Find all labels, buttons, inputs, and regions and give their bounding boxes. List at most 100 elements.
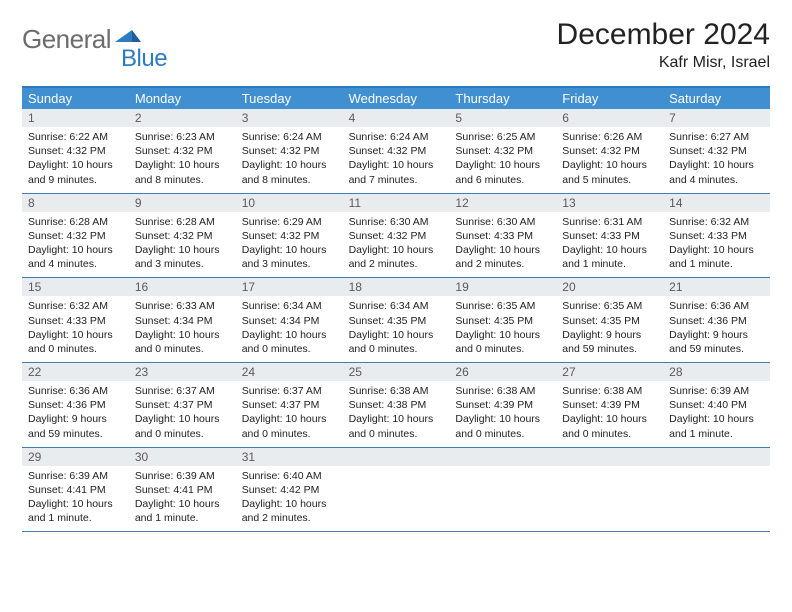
daylight-text: Daylight: 10 hours and 0 minutes. [242,412,337,440]
sunrise-text: Sunrise: 6:34 AM [242,299,337,313]
sunrise-text: Sunrise: 6:38 AM [562,384,657,398]
sunset-text: Sunset: 4:32 PM [28,144,123,158]
dow-wed: Wednesday [343,88,450,109]
dow-sun: Sunday [22,88,129,109]
daylight-text: Daylight: 10 hours and 3 minutes. [135,243,230,271]
sunset-text: Sunset: 4:33 PM [455,229,550,243]
day-number: 14 [663,194,770,212]
daylight-text: Daylight: 10 hours and 9 minutes. [28,158,123,186]
day-cell: 10Sunrise: 6:29 AMSunset: 4:32 PMDayligh… [236,194,343,278]
daylight-text: Daylight: 10 hours and 1 minute. [135,497,230,525]
daylight-text: Daylight: 10 hours and 0 minutes. [562,412,657,440]
sunset-text: Sunset: 4:34 PM [242,314,337,328]
sunrise-text: Sunrise: 6:35 AM [455,299,550,313]
day-number: 11 [343,194,450,212]
weeks-container: 1Sunrise: 6:22 AMSunset: 4:32 PMDaylight… [22,109,770,532]
day-number: 10 [236,194,343,212]
daylight-text: Daylight: 10 hours and 0 minutes. [135,412,230,440]
day-body: Sunrise: 6:38 AMSunset: 4:38 PMDaylight:… [343,381,450,447]
daylight-text: Daylight: 10 hours and 0 minutes. [135,328,230,356]
sunrise-text: Sunrise: 6:22 AM [28,130,123,144]
sunrise-text: Sunrise: 6:33 AM [135,299,230,313]
header: General Blue December 2024 Kafr Misr, Is… [22,18,770,72]
day-body: Sunrise: 6:26 AMSunset: 4:32 PMDaylight:… [556,127,663,193]
logo-text-blue: Blue [121,45,167,73]
sunrise-text: Sunrise: 6:27 AM [669,130,764,144]
day-number: 18 [343,278,450,296]
day-body: Sunrise: 6:30 AMSunset: 4:33 PMDaylight:… [449,212,556,278]
day-cell: 9Sunrise: 6:28 AMSunset: 4:32 PMDaylight… [129,194,236,278]
day-body: Sunrise: 6:39 AMSunset: 4:41 PMDaylight:… [22,466,129,532]
sunset-text: Sunset: 4:32 PM [455,144,550,158]
day-number: 12 [449,194,556,212]
day-cell: 23Sunrise: 6:37 AMSunset: 4:37 PMDayligh… [129,363,236,447]
day-number: 6 [556,109,663,127]
daylight-text: Daylight: 10 hours and 0 minutes. [242,328,337,356]
sunset-text: Sunset: 4:35 PM [562,314,657,328]
day-cell: 3Sunrise: 6:24 AMSunset: 4:32 PMDaylight… [236,109,343,193]
day-cell: 1Sunrise: 6:22 AMSunset: 4:32 PMDaylight… [22,109,129,193]
day-cell: . [343,448,450,532]
day-body: Sunrise: 6:34 AMSunset: 4:35 PMDaylight:… [343,296,450,362]
day-body: Sunrise: 6:38 AMSunset: 4:39 PMDaylight:… [449,381,556,447]
daylight-text: Daylight: 10 hours and 7 minutes. [349,158,444,186]
sunset-text: Sunset: 4:33 PM [669,229,764,243]
sunset-text: Sunset: 4:38 PM [349,398,444,412]
daylight-text: Daylight: 9 hours and 59 minutes. [562,328,657,356]
day-cell: 17Sunrise: 6:34 AMSunset: 4:34 PMDayligh… [236,278,343,362]
day-body: Sunrise: 6:37 AMSunset: 4:37 PMDaylight:… [129,381,236,447]
sunrise-text: Sunrise: 6:39 AM [135,469,230,483]
week-row: 15Sunrise: 6:32 AMSunset: 4:33 PMDayligh… [22,278,770,363]
daylight-text: Daylight: 10 hours and 1 minute. [28,497,123,525]
sunset-text: Sunset: 4:35 PM [349,314,444,328]
sunrise-text: Sunrise: 6:29 AM [242,215,337,229]
sunrise-text: Sunrise: 6:37 AM [135,384,230,398]
sunrise-text: Sunrise: 6:36 AM [669,299,764,313]
day-body: Sunrise: 6:35 AMSunset: 4:35 PMDaylight:… [556,296,663,362]
sunset-text: Sunset: 4:39 PM [562,398,657,412]
day-cell: 11Sunrise: 6:30 AMSunset: 4:32 PMDayligh… [343,194,450,278]
day-number: 31 [236,448,343,466]
daylight-text: Daylight: 10 hours and 0 minutes. [349,412,444,440]
sunset-text: Sunset: 4:36 PM [28,398,123,412]
day-body: Sunrise: 6:37 AMSunset: 4:37 PMDaylight:… [236,381,343,447]
daylight-text: Daylight: 10 hours and 4 minutes. [669,158,764,186]
day-number: . [449,448,556,466]
calendar: Sunday Monday Tuesday Wednesday Thursday… [22,86,770,532]
daylight-text: Daylight: 10 hours and 3 minutes. [242,243,337,271]
sunrise-text: Sunrise: 6:36 AM [28,384,123,398]
day-number: . [663,448,770,466]
sunrise-text: Sunrise: 6:38 AM [349,384,444,398]
day-cell: 13Sunrise: 6:31 AMSunset: 4:33 PMDayligh… [556,194,663,278]
sunset-text: Sunset: 4:32 PM [135,144,230,158]
day-number: 25 [343,363,450,381]
dow-thu: Thursday [449,88,556,109]
day-number: 15 [22,278,129,296]
daylight-text: Daylight: 10 hours and 0 minutes. [28,328,123,356]
day-number: 8 [22,194,129,212]
sunrise-text: Sunrise: 6:24 AM [242,130,337,144]
sunset-text: Sunset: 4:37 PM [135,398,230,412]
day-cell: 2Sunrise: 6:23 AMSunset: 4:32 PMDaylight… [129,109,236,193]
dow-mon: Monday [129,88,236,109]
day-body: Sunrise: 6:38 AMSunset: 4:39 PMDaylight:… [556,381,663,447]
day-number: . [556,448,663,466]
daylight-text: Daylight: 10 hours and 0 minutes. [455,412,550,440]
day-number: 1 [22,109,129,127]
sunrise-text: Sunrise: 6:34 AM [349,299,444,313]
day-body: Sunrise: 6:39 AMSunset: 4:41 PMDaylight:… [129,466,236,532]
daylight-text: Daylight: 10 hours and 1 minute. [562,243,657,271]
day-number: 5 [449,109,556,127]
day-body: Sunrise: 6:25 AMSunset: 4:32 PMDaylight:… [449,127,556,193]
sunrise-text: Sunrise: 6:30 AM [349,215,444,229]
sunset-text: Sunset: 4:35 PM [455,314,550,328]
day-body: Sunrise: 6:28 AMSunset: 4:32 PMDaylight:… [22,212,129,278]
day-cell: 20Sunrise: 6:35 AMSunset: 4:35 PMDayligh… [556,278,663,362]
day-number: 27 [556,363,663,381]
day-cell: 24Sunrise: 6:37 AMSunset: 4:37 PMDayligh… [236,363,343,447]
day-number: 9 [129,194,236,212]
day-body: Sunrise: 6:34 AMSunset: 4:34 PMDaylight:… [236,296,343,362]
day-body: Sunrise: 6:22 AMSunset: 4:32 PMDaylight:… [22,127,129,193]
day-number: 23 [129,363,236,381]
day-number: 2 [129,109,236,127]
